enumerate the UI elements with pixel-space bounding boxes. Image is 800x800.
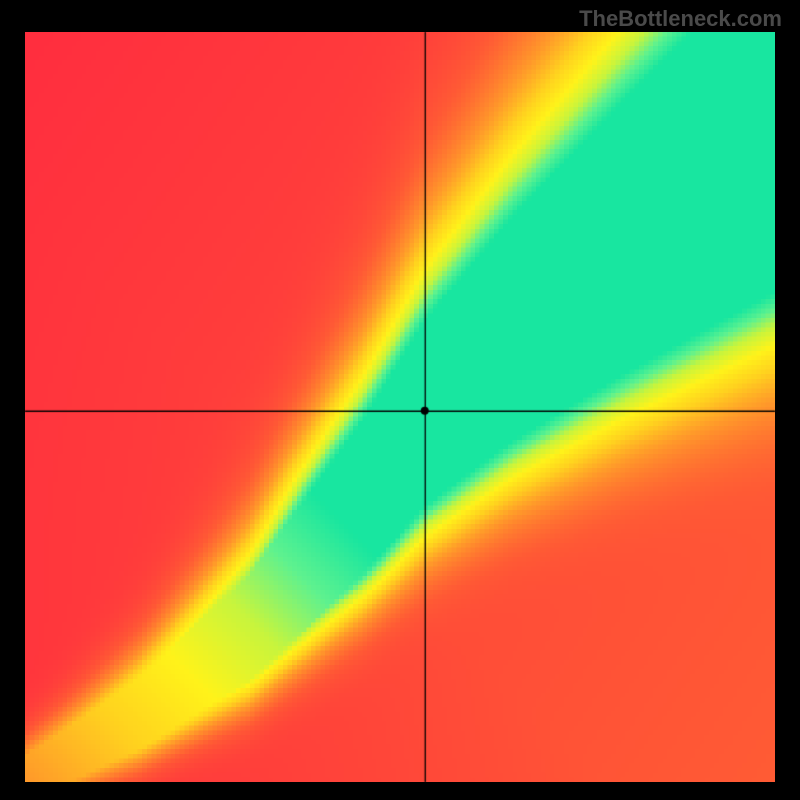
chart-container: { "watermark": { "text": "TheBottleneck.… <box>0 0 800 800</box>
bottleneck-heatmap <box>25 32 775 782</box>
watermark-text: TheBottleneck.com <box>579 6 782 32</box>
